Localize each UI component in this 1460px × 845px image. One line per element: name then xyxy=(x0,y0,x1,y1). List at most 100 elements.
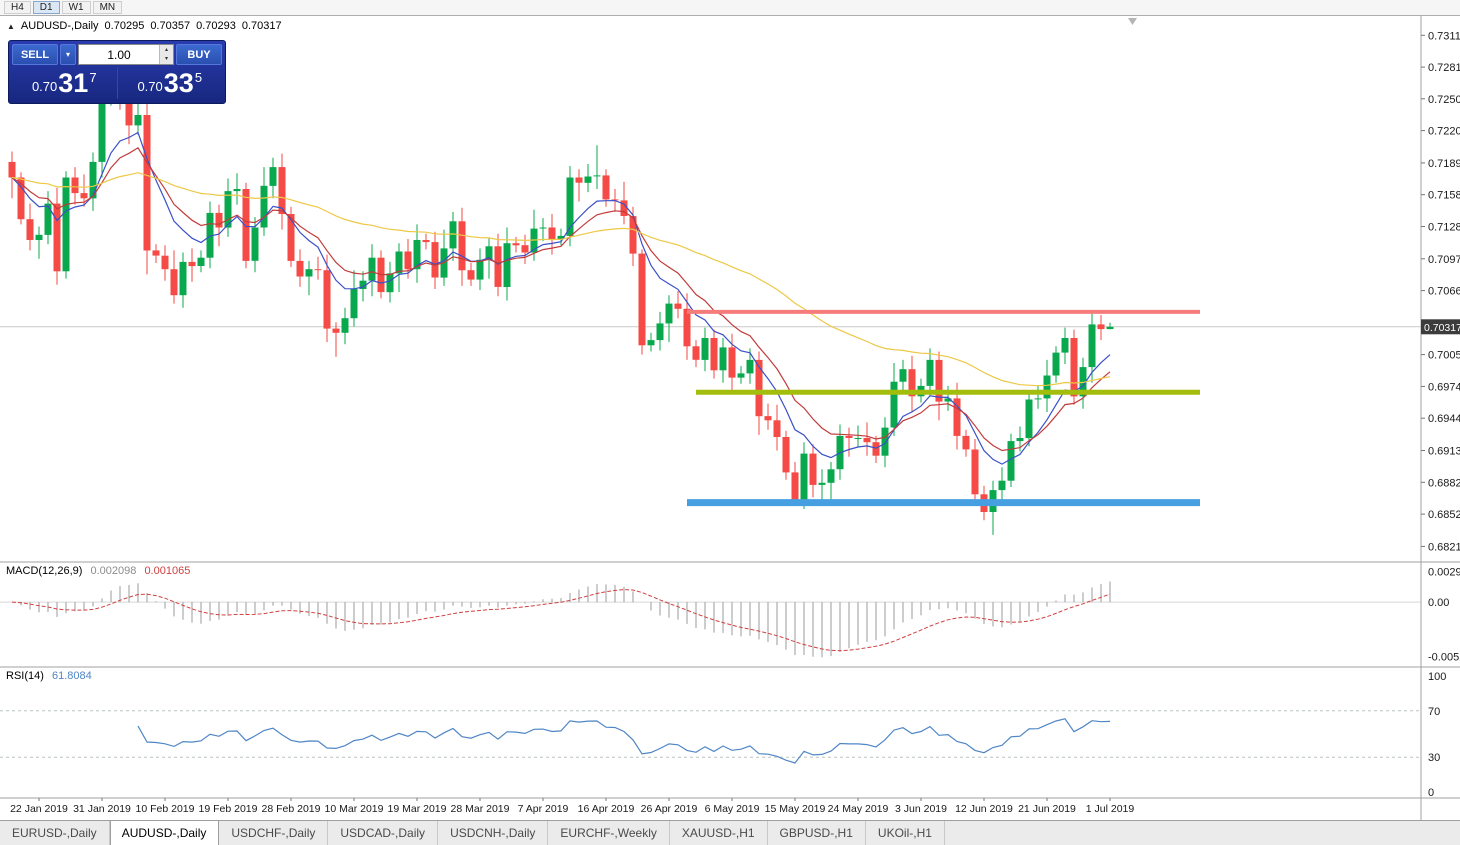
buy-price-pips: 33 xyxy=(163,67,194,98)
rsi-axis-label: 0 xyxy=(1428,787,1434,799)
price-axis-label: 0.71585 xyxy=(1428,190,1460,202)
chart-tab[interactable]: EURCHF-,Weekly xyxy=(548,821,670,845)
sell-price-pips: 31 xyxy=(58,67,89,98)
candle-body xyxy=(494,246,502,287)
candle-body xyxy=(908,369,916,397)
candle xyxy=(170,250,178,304)
date-axis-label: 28 Feb 2019 xyxy=(262,803,321,815)
candle xyxy=(323,254,331,343)
chevron-down-icon: ▾ xyxy=(65,50,70,59)
candle-body xyxy=(305,269,313,277)
macd-signal-line xyxy=(11,589,1111,652)
candle xyxy=(899,359,907,395)
rsi-indicator-label: RSI(14) 61.8084 xyxy=(6,670,92,682)
candle-body xyxy=(539,227,547,229)
candle xyxy=(287,206,295,268)
candle-body xyxy=(476,259,484,280)
sell-price: 0.70 31 7 xyxy=(12,65,117,101)
candle-body xyxy=(755,359,763,417)
candle xyxy=(818,469,826,501)
rsi-axis-label: 70 xyxy=(1428,706,1440,718)
timeframe-button-h4[interactable]: H4 xyxy=(4,1,31,14)
timeframe-button-w1[interactable]: W1 xyxy=(61,1,91,14)
candle-body xyxy=(1088,324,1096,368)
macd-axis-label: 0.00 xyxy=(1428,597,1449,609)
timeframe-button-d1[interactable]: D1 xyxy=(32,1,60,14)
candle-body xyxy=(269,167,277,186)
chart-tab[interactable]: USDCHF-,Daily xyxy=(219,821,329,845)
candle xyxy=(44,191,52,245)
volume-spinner: ▴ ▾ xyxy=(159,45,173,64)
candle xyxy=(161,245,169,281)
price-divider xyxy=(116,67,118,99)
macd-axis-label: 0.002984 xyxy=(1428,566,1460,578)
chart-tab[interactable]: USDCAD-,Daily xyxy=(328,821,439,845)
candle xyxy=(62,171,70,279)
candle xyxy=(989,480,997,535)
date-axis-label: 12 Jun 2019 xyxy=(955,803,1013,815)
candle-body xyxy=(683,308,691,347)
chart-low-value: 0.70293 xyxy=(196,20,236,32)
timeframe-button-mn[interactable]: MN xyxy=(92,1,123,14)
volume-decrease-button[interactable]: ▾ xyxy=(160,54,173,64)
candle-body xyxy=(188,261,196,267)
candle xyxy=(656,311,664,351)
sell-button[interactable]: SELL xyxy=(12,44,58,65)
candle-body xyxy=(1043,375,1051,399)
candle-body xyxy=(296,260,304,277)
candle xyxy=(1052,346,1060,383)
buy-button[interactable]: BUY xyxy=(176,44,222,65)
candle-body xyxy=(287,214,295,261)
candle xyxy=(908,355,916,412)
candle-body xyxy=(575,177,583,183)
current-price-marker xyxy=(1421,319,1460,335)
chart-tab[interactable]: USDCNH-,Daily xyxy=(438,821,549,845)
candle xyxy=(179,252,187,308)
candle xyxy=(584,164,592,193)
volume-input[interactable] xyxy=(79,45,159,64)
candle-body xyxy=(71,177,79,194)
candle xyxy=(206,201,214,269)
candle-body xyxy=(89,161,97,199)
candle-body xyxy=(170,269,178,296)
current-price-value: 0.70317 xyxy=(1424,322,1460,334)
candle xyxy=(746,348,754,384)
date-axis-label: 6 May 2019 xyxy=(705,803,760,815)
sell-price-point: 7 xyxy=(89,70,97,85)
candle xyxy=(251,217,259,273)
chart-shift-marker[interactable] xyxy=(1128,18,1137,25)
candle xyxy=(314,256,322,280)
candle-body xyxy=(1079,367,1087,397)
candle-body xyxy=(512,243,520,246)
candle xyxy=(1061,327,1069,364)
candle-body xyxy=(125,99,133,126)
chart-tab[interactable]: AUDUSD-,Daily xyxy=(109,821,220,845)
candle-body xyxy=(197,257,205,266)
chart-title: ▲ AUDUSD-,Daily 0.70295 0.70357 0.70293 … xyxy=(7,20,282,32)
chart-tab[interactable]: EURUSD-,Daily xyxy=(0,821,110,845)
chart-tab[interactable]: XAUUSD-,H1 xyxy=(670,821,768,845)
volume-increase-button[interactable]: ▴ xyxy=(160,45,173,55)
candle-body xyxy=(359,280,367,289)
candle xyxy=(368,244,376,297)
price-axis-label: 0.68825 xyxy=(1428,477,1460,489)
macd-histogram xyxy=(20,581,1111,658)
instrument-arrow-icon: ▲ xyxy=(7,21,15,31)
volume-dropdown-button[interactable]: ▾ xyxy=(60,44,76,65)
candle-body xyxy=(179,261,187,296)
candle-body xyxy=(1007,441,1015,481)
chart-tab[interactable]: UKOil-,H1 xyxy=(866,821,945,845)
date-axis-label: 3 Jun 2019 xyxy=(895,803,947,815)
candle xyxy=(521,234,529,264)
candle xyxy=(278,153,286,230)
candle xyxy=(1025,391,1033,447)
candle xyxy=(89,152,97,211)
candle xyxy=(935,351,943,421)
candle-body xyxy=(98,99,106,162)
candle xyxy=(710,329,718,379)
candle-body xyxy=(719,347,727,371)
chart-tab[interactable]: GBPUSD-,H1 xyxy=(768,821,866,845)
